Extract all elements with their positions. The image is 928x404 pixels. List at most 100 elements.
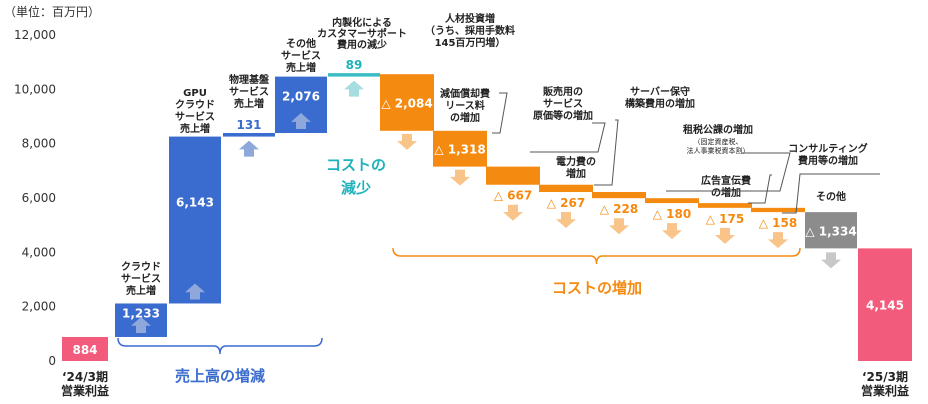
category-label: 売上増: [286, 61, 316, 74]
category-label: サービス: [175, 110, 215, 123]
bar-value-label: △ 667: [494, 189, 532, 203]
category-label: リース料: [445, 99, 485, 112]
bar-value-label: 6,143: [176, 196, 214, 210]
category-label: その他: [816, 190, 846, 203]
category-label: クラウド: [121, 261, 161, 273]
category-label: 売上増: [180, 122, 210, 135]
category-label: サービス: [121, 272, 161, 285]
category-label: 構築費用の増加: [625, 97, 695, 110]
category-label: 売上増: [126, 284, 156, 297]
bar-16: [858, 248, 912, 361]
bar-value-label: 131: [236, 118, 261, 132]
category-label: 145百万円増）: [435, 36, 506, 49]
category-sublabel: 法人事業税資本割）: [687, 146, 750, 155]
down-arrow-icon: [768, 232, 788, 249]
up-arrow-icon: [131, 316, 151, 333]
group-brace: [117, 337, 323, 355]
category-label: サーバー保守: [630, 85, 690, 98]
bar-11: [592, 192, 646, 199]
up-arrow-icon: [239, 140, 259, 157]
category-label: 内製化による: [332, 16, 392, 29]
category-label: 電力費の: [556, 155, 596, 168]
y-tick-label: 4,000: [22, 245, 56, 259]
group-brace: [392, 247, 801, 265]
bar-value-label: 884: [72, 343, 97, 357]
bar-7: [380, 74, 434, 131]
y-tick-label: 0: [48, 354, 56, 368]
leader-line: [530, 122, 606, 153]
category-label: 原価等の増加: [533, 109, 593, 122]
bar-value-label: △ 2,084: [381, 97, 432, 111]
unit-label: （単位：百万円）: [4, 4, 100, 19]
category-label: クラウド: [175, 99, 215, 111]
category-sublabel: （固定資産税、: [694, 137, 743, 146]
category-label: カスタマーサポート: [317, 27, 407, 40]
category-label: 費用等の増加: [798, 154, 858, 167]
y-tick-label: 6,000: [22, 191, 56, 205]
y-tick-label: 10,000: [14, 82, 56, 96]
category-label: 物理基盤: [229, 73, 270, 86]
bar-value-label: △ 1,318: [434, 143, 485, 157]
bar-9: [486, 166, 540, 185]
up-arrow-icon: [344, 80, 364, 97]
down-arrow-icon: [503, 204, 523, 221]
category-label: の増加: [711, 186, 741, 199]
group-label: コストの: [326, 156, 386, 174]
category-label: 売上増: [234, 97, 264, 110]
category-label: ‘25/3期: [862, 369, 908, 384]
category-label: サービス: [281, 49, 321, 62]
category-label: 減価償却費: [440, 87, 490, 100]
down-arrow-icon: [397, 133, 417, 150]
bar-value-label: △ 267: [547, 196, 585, 210]
bar-value-label: △ 1,334: [805, 224, 856, 238]
bar-value-label: △ 158: [759, 216, 797, 230]
bar-15: [805, 212, 857, 249]
bar-value-label: 2,076: [282, 89, 320, 103]
category-label: 営業利益: [861, 383, 909, 398]
bar-value-label: △ 180: [653, 207, 691, 221]
category-label: 人材投資増: [445, 12, 495, 25]
down-arrow-icon: [821, 252, 841, 269]
leader-line: [594, 119, 619, 186]
category-label: GPU: [183, 88, 207, 99]
bar-14: [751, 207, 805, 213]
category-label: サービス: [229, 85, 269, 98]
category-label: サービス: [543, 97, 583, 110]
bar-1: [62, 336, 108, 361]
bar-value-label: 1,233: [122, 307, 160, 321]
down-arrow-icon: [662, 223, 682, 240]
leader-line: [748, 174, 772, 204]
bar-6: [328, 73, 380, 77]
bar-13: [698, 203, 752, 208]
y-tick-label: 12,000: [14, 28, 56, 42]
category-label: 販売用の: [543, 85, 583, 98]
down-arrow-icon: [450, 169, 470, 186]
leader-line: [666, 152, 791, 192]
category-label: （うち、採用手数料: [425, 24, 515, 37]
bar-3: [169, 136, 221, 304]
category-label: コンサルティング: [788, 142, 867, 155]
bar-value-label: 89: [346, 58, 363, 72]
up-arrow-icon: [291, 113, 311, 130]
down-arrow-icon: [609, 218, 629, 235]
category-label: 費用の減少: [337, 38, 387, 51]
category-label: その他: [286, 37, 316, 50]
category-label: 営業利益: [61, 383, 109, 398]
bar-8: [433, 130, 487, 167]
leader-line: [492, 92, 508, 134]
leader-line: [782, 173, 880, 214]
bar-value-label: △ 175: [706, 212, 744, 226]
y-tick-label: 8,000: [22, 137, 56, 151]
group-label: 減少: [341, 179, 371, 197]
category-label: ‘24/3期: [62, 369, 108, 384]
down-arrow-icon: [556, 212, 576, 229]
bar-10: [539, 184, 593, 193]
category-label: 広告宣伝費: [701, 174, 751, 187]
bar-4: [223, 133, 275, 137]
up-arrow-icon: [185, 283, 205, 300]
group-label: 売上高の増減: [175, 367, 265, 385]
category-label: 租税公課の増加: [683, 123, 753, 136]
category-label: の増加: [450, 111, 480, 124]
group-label: コストの増加: [552, 279, 642, 297]
